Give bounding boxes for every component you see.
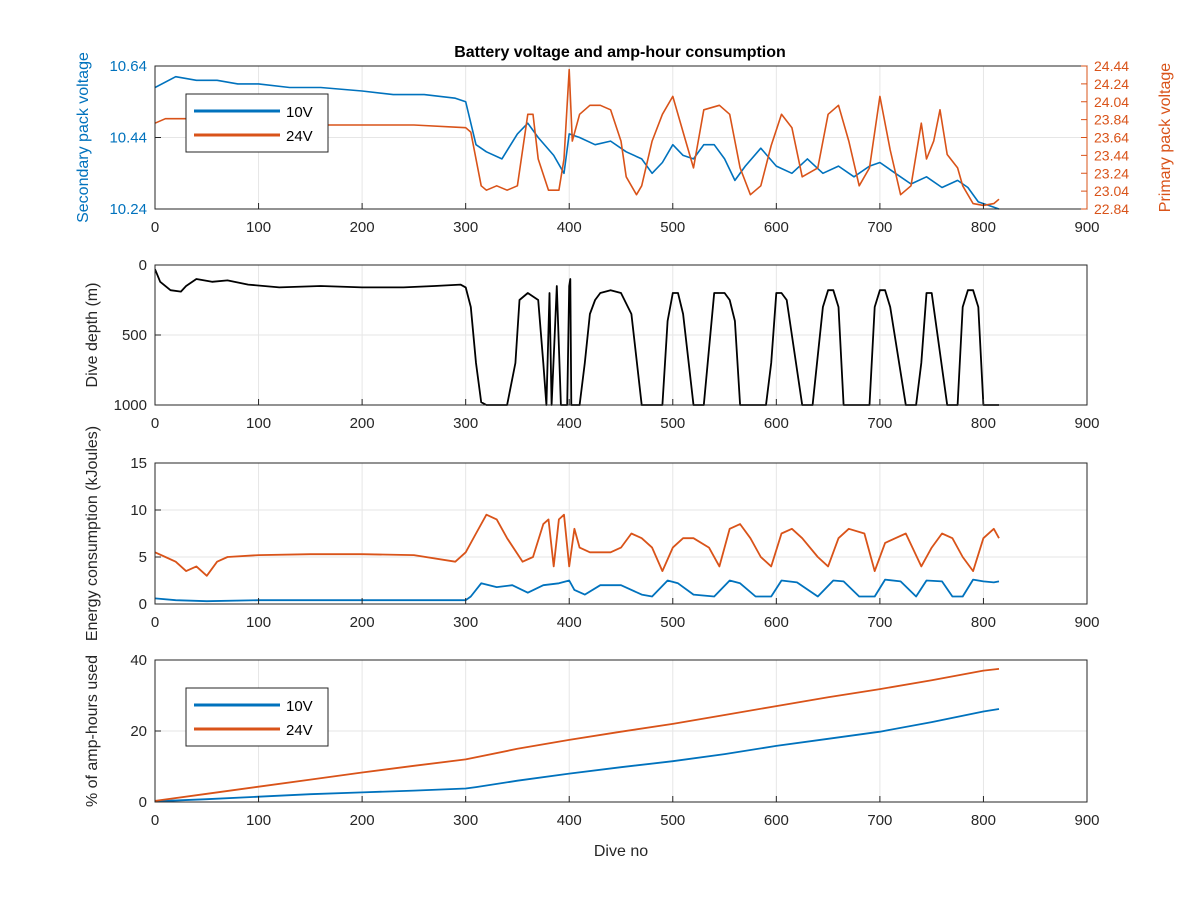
x-tick-label: 100	[246, 812, 271, 829]
y-tick-label: 0	[139, 596, 147, 613]
y-tick-label: 40	[130, 652, 147, 669]
right-y-tick-label: 24.04	[1094, 94, 1129, 110]
x-tick-label: 200	[350, 614, 375, 631]
right-y-tick-label: 23.04	[1094, 183, 1129, 199]
x-tick-label: 700	[867, 415, 892, 432]
chart-panel-3: 0 100 200 300 400 500 600 700 800 900 0 5 10 15 Energy…	[84, 426, 1100, 641]
legend-box	[185, 687, 329, 747]
x-tick-label: 300	[453, 219, 478, 236]
x-tick-label: 900	[1074, 812, 1099, 829]
x-tick-label: 900	[1074, 219, 1099, 236]
series-line-series-2	[155, 578, 1000, 603]
x-tick-label: 500	[660, 415, 685, 432]
y-axis-label: % of amp-hours used	[84, 655, 101, 807]
x-tick-label: 800	[971, 812, 996, 829]
chart-panel-1: 0 100 200 300 400 500 600 700 800 900 10.24 10.44 10…	[75, 52, 1174, 236]
x-tick-label: 400	[557, 219, 582, 236]
x-tick-label: 900	[1074, 415, 1099, 432]
plot-area	[155, 463, 1087, 604]
x-tick-label: 300	[453, 415, 478, 432]
y-axis-label: Dive depth (m)	[84, 283, 101, 388]
legend-label-24v: 24V	[286, 128, 313, 145]
y-tick-label: 10.64	[109, 58, 147, 75]
x-tick-label: 0	[151, 415, 159, 432]
x-tick-label: 500	[660, 614, 685, 631]
x-tick-label: 600	[764, 614, 789, 631]
x-tick-label: 900	[1074, 614, 1099, 631]
x-tick-label: 100	[246, 415, 271, 432]
right-y-tick-label: 23.44	[1094, 147, 1129, 163]
x-tick-label: 300	[453, 812, 478, 829]
series-line-24v	[155, 668, 1000, 802]
x-tick-label: 800	[971, 614, 996, 631]
legend-label-10v: 10V	[286, 698, 313, 715]
x-tick-label: 700	[867, 219, 892, 236]
x-tick-label: 100	[246, 614, 271, 631]
right-axis-label: Primary pack voltage	[1157, 63, 1174, 212]
right-y-tick-label: 23.24	[1094, 165, 1129, 181]
right-y-tick-label: 23.84	[1094, 112, 1129, 128]
x-axis-label: Dive no	[594, 843, 648, 860]
y-tick-label: 10	[130, 502, 147, 519]
series-line-24v	[155, 68, 1000, 207]
x-tick-label: 300	[453, 614, 478, 631]
x-tick-label: 0	[151, 812, 159, 829]
series-line-10v	[155, 75, 1000, 210]
chart-panel-2: 0 100 200 300 400 500 600 700 800 900 0 500 1000 Dive…	[84, 257, 1100, 432]
x-tick-label: 100	[246, 219, 271, 236]
x-tick-label: 400	[557, 415, 582, 432]
y-tick-label: 0	[139, 257, 147, 274]
x-tick-label: 500	[660, 812, 685, 829]
x-tick-label: 0	[151, 219, 159, 236]
chart-panels: 0 100 200 300 400 500 600 700 800 90010.2410.4410…	[75, 52, 1174, 860]
x-tick-label: 700	[867, 812, 892, 829]
x-tick-label: 800	[971, 415, 996, 432]
x-tick-label: 0	[151, 614, 159, 631]
right-y-tick-label: 22.84	[1094, 201, 1129, 217]
y-tick-label: 0	[139, 794, 147, 811]
series-line-series-1	[155, 513, 1000, 577]
y-tick-label: 5	[139, 549, 147, 566]
x-tick-label: 600	[764, 219, 789, 236]
axes-box	[154, 462, 1088, 605]
x-tick-label: 200	[350, 219, 375, 236]
figure-title: Battery voltage and amp-hour consumption	[454, 44, 786, 61]
legend-box	[185, 93, 329, 153]
y-axis-label: Secondary pack voltage	[75, 52, 92, 223]
right-y-tick-label: 23.64	[1094, 130, 1129, 146]
x-tick-label: 700	[867, 614, 892, 631]
y-tick-label: 20	[130, 723, 147, 740]
x-tick-label: 200	[350, 415, 375, 432]
x-tick-label: 500	[660, 219, 685, 236]
chart-panel-4: 0 100 200 300 400 500 600 700 800 900 0 20 40 % of am…	[84, 652, 1100, 860]
x-tick-label: 600	[764, 812, 789, 829]
x-tick-label: 400	[557, 812, 582, 829]
y-tick-label: 15	[130, 455, 147, 472]
legend-label-24v: 24V	[286, 722, 313, 739]
legend-label-10v: 10V	[286, 104, 313, 121]
right-y-tick-label: 24.24	[1094, 76, 1129, 92]
y-tick-label: 10.24	[109, 201, 147, 218]
x-tick-label: 200	[350, 812, 375, 829]
x-tick-label: 400	[557, 614, 582, 631]
y-tick-label: 1000	[114, 397, 147, 414]
y-axis-label: Energy consumption (kJoules)	[84, 426, 101, 641]
y-tick-label: 500	[122, 327, 147, 344]
x-tick-label: 600	[764, 415, 789, 432]
right-y-tick-label: 24.44	[1094, 58, 1129, 74]
y-tick-label: 10.44	[109, 130, 147, 147]
series-line-10v	[155, 708, 1000, 803]
x-tick-label: 800	[971, 219, 996, 236]
